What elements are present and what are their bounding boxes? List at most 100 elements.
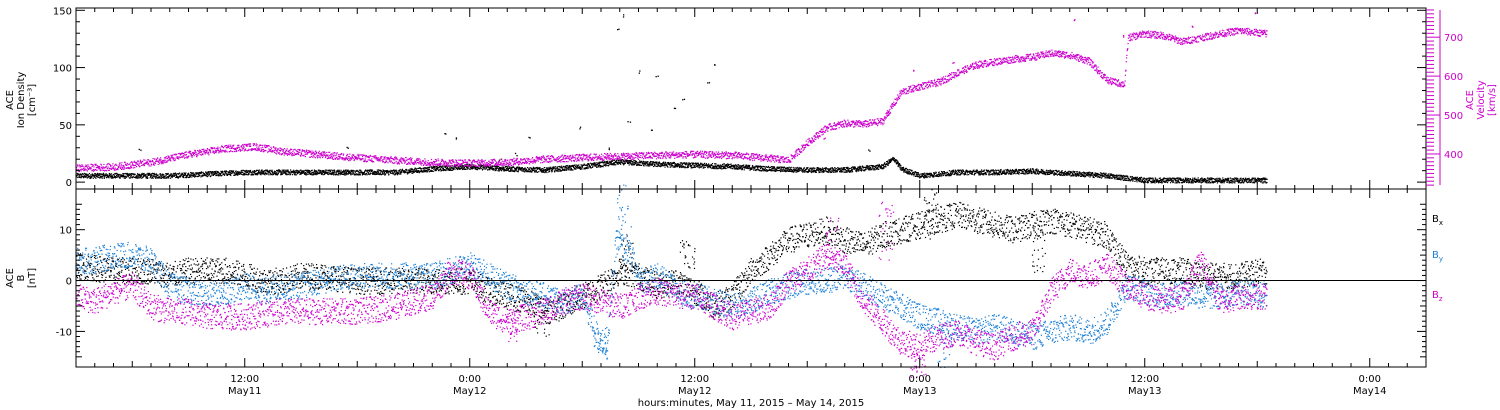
data-point <box>530 171 532 173</box>
data-point <box>639 164 641 166</box>
data-point <box>467 167 469 169</box>
data-point <box>754 166 756 168</box>
data-point <box>1071 171 1073 173</box>
data-point <box>246 172 248 174</box>
data-point <box>764 169 766 172</box>
data-point <box>1044 171 1046 173</box>
data-point <box>238 173 241 175</box>
data-point <box>304 171 306 173</box>
data-point <box>923 174 925 176</box>
data-point <box>553 166 555 168</box>
data-point <box>1061 170 1063 172</box>
data-point <box>393 174 396 176</box>
data-point <box>386 171 388 173</box>
data-point <box>670 164 672 166</box>
data-point <box>101 173 103 175</box>
data-point <box>407 169 410 171</box>
data-point <box>159 173 161 175</box>
data-point <box>987 171 989 173</box>
data-point <box>423 171 425 173</box>
data-point <box>888 159 890 161</box>
data-point <box>934 172 936 174</box>
data-point <box>1136 176 1139 178</box>
data-point <box>1184 181 1186 183</box>
data-point <box>230 170 232 172</box>
data-point <box>773 167 775 169</box>
data-point <box>775 170 777 172</box>
data-point <box>852 171 854 173</box>
data-point <box>609 161 611 163</box>
data-point <box>575 164 577 166</box>
data-point <box>440 165 442 167</box>
data-point <box>454 166 456 168</box>
data-point <box>1158 182 1160 184</box>
data-point <box>567 168 570 170</box>
data-point <box>130 174 132 176</box>
data-point <box>480 165 482 167</box>
data-point <box>339 171 342 173</box>
data-point <box>293 172 295 174</box>
data-point <box>442 165 444 167</box>
data-point <box>677 163 679 165</box>
data-point <box>275 171 277 173</box>
data-point <box>551 171 553 173</box>
data-point <box>178 176 180 178</box>
data-point <box>532 169 534 171</box>
data-point <box>434 169 437 171</box>
data-point <box>624 161 626 163</box>
data-point <box>1114 178 1116 180</box>
data-point <box>84 174 86 176</box>
data-point <box>528 169 531 171</box>
data-point <box>355 173 357 175</box>
data-point <box>486 167 488 169</box>
data-point <box>666 163 668 166</box>
data-point <box>946 172 948 174</box>
data-point <box>716 165 718 168</box>
data-point <box>988 172 990 174</box>
data-point <box>629 161 631 163</box>
data-point <box>289 171 291 173</box>
data-point <box>301 172 303 174</box>
data-point <box>725 165 727 167</box>
data-point <box>300 171 302 173</box>
data-point <box>458 167 460 170</box>
data-point <box>1118 174 1120 176</box>
data-point <box>490 165 492 167</box>
data-point <box>781 166 783 168</box>
data-point <box>761 167 763 169</box>
data-point <box>713 166 716 168</box>
data-point <box>394 171 396 173</box>
data-point <box>561 167 563 169</box>
data-point <box>206 176 209 178</box>
data-point <box>708 163 710 165</box>
data-point <box>781 169 783 171</box>
data-point <box>326 169 328 171</box>
data-point <box>526 168 528 170</box>
data-point <box>556 166 558 168</box>
data-point <box>698 164 700 166</box>
data-point <box>323 171 325 173</box>
data-point <box>673 166 675 168</box>
data-point <box>678 166 680 168</box>
data-point <box>519 168 522 170</box>
data-point <box>546 169 548 171</box>
data-point <box>315 170 318 173</box>
data-point <box>745 165 747 167</box>
data-point <box>194 172 196 174</box>
data-point <box>731 165 733 168</box>
data-point <box>677 163 680 165</box>
data-point <box>944 172 946 174</box>
data-point <box>676 163 678 166</box>
data-point <box>880 166 882 168</box>
data-point <box>517 171 519 173</box>
data-point <box>792 168 795 170</box>
data-point <box>384 173 386 175</box>
data-point <box>757 166 759 168</box>
data-point <box>433 168 435 170</box>
data-point <box>689 165 691 167</box>
data-point <box>114 175 116 177</box>
data-point <box>1154 182 1156 184</box>
data-point <box>253 170 255 172</box>
data-point <box>103 177 105 179</box>
data-point <box>324 172 326 174</box>
